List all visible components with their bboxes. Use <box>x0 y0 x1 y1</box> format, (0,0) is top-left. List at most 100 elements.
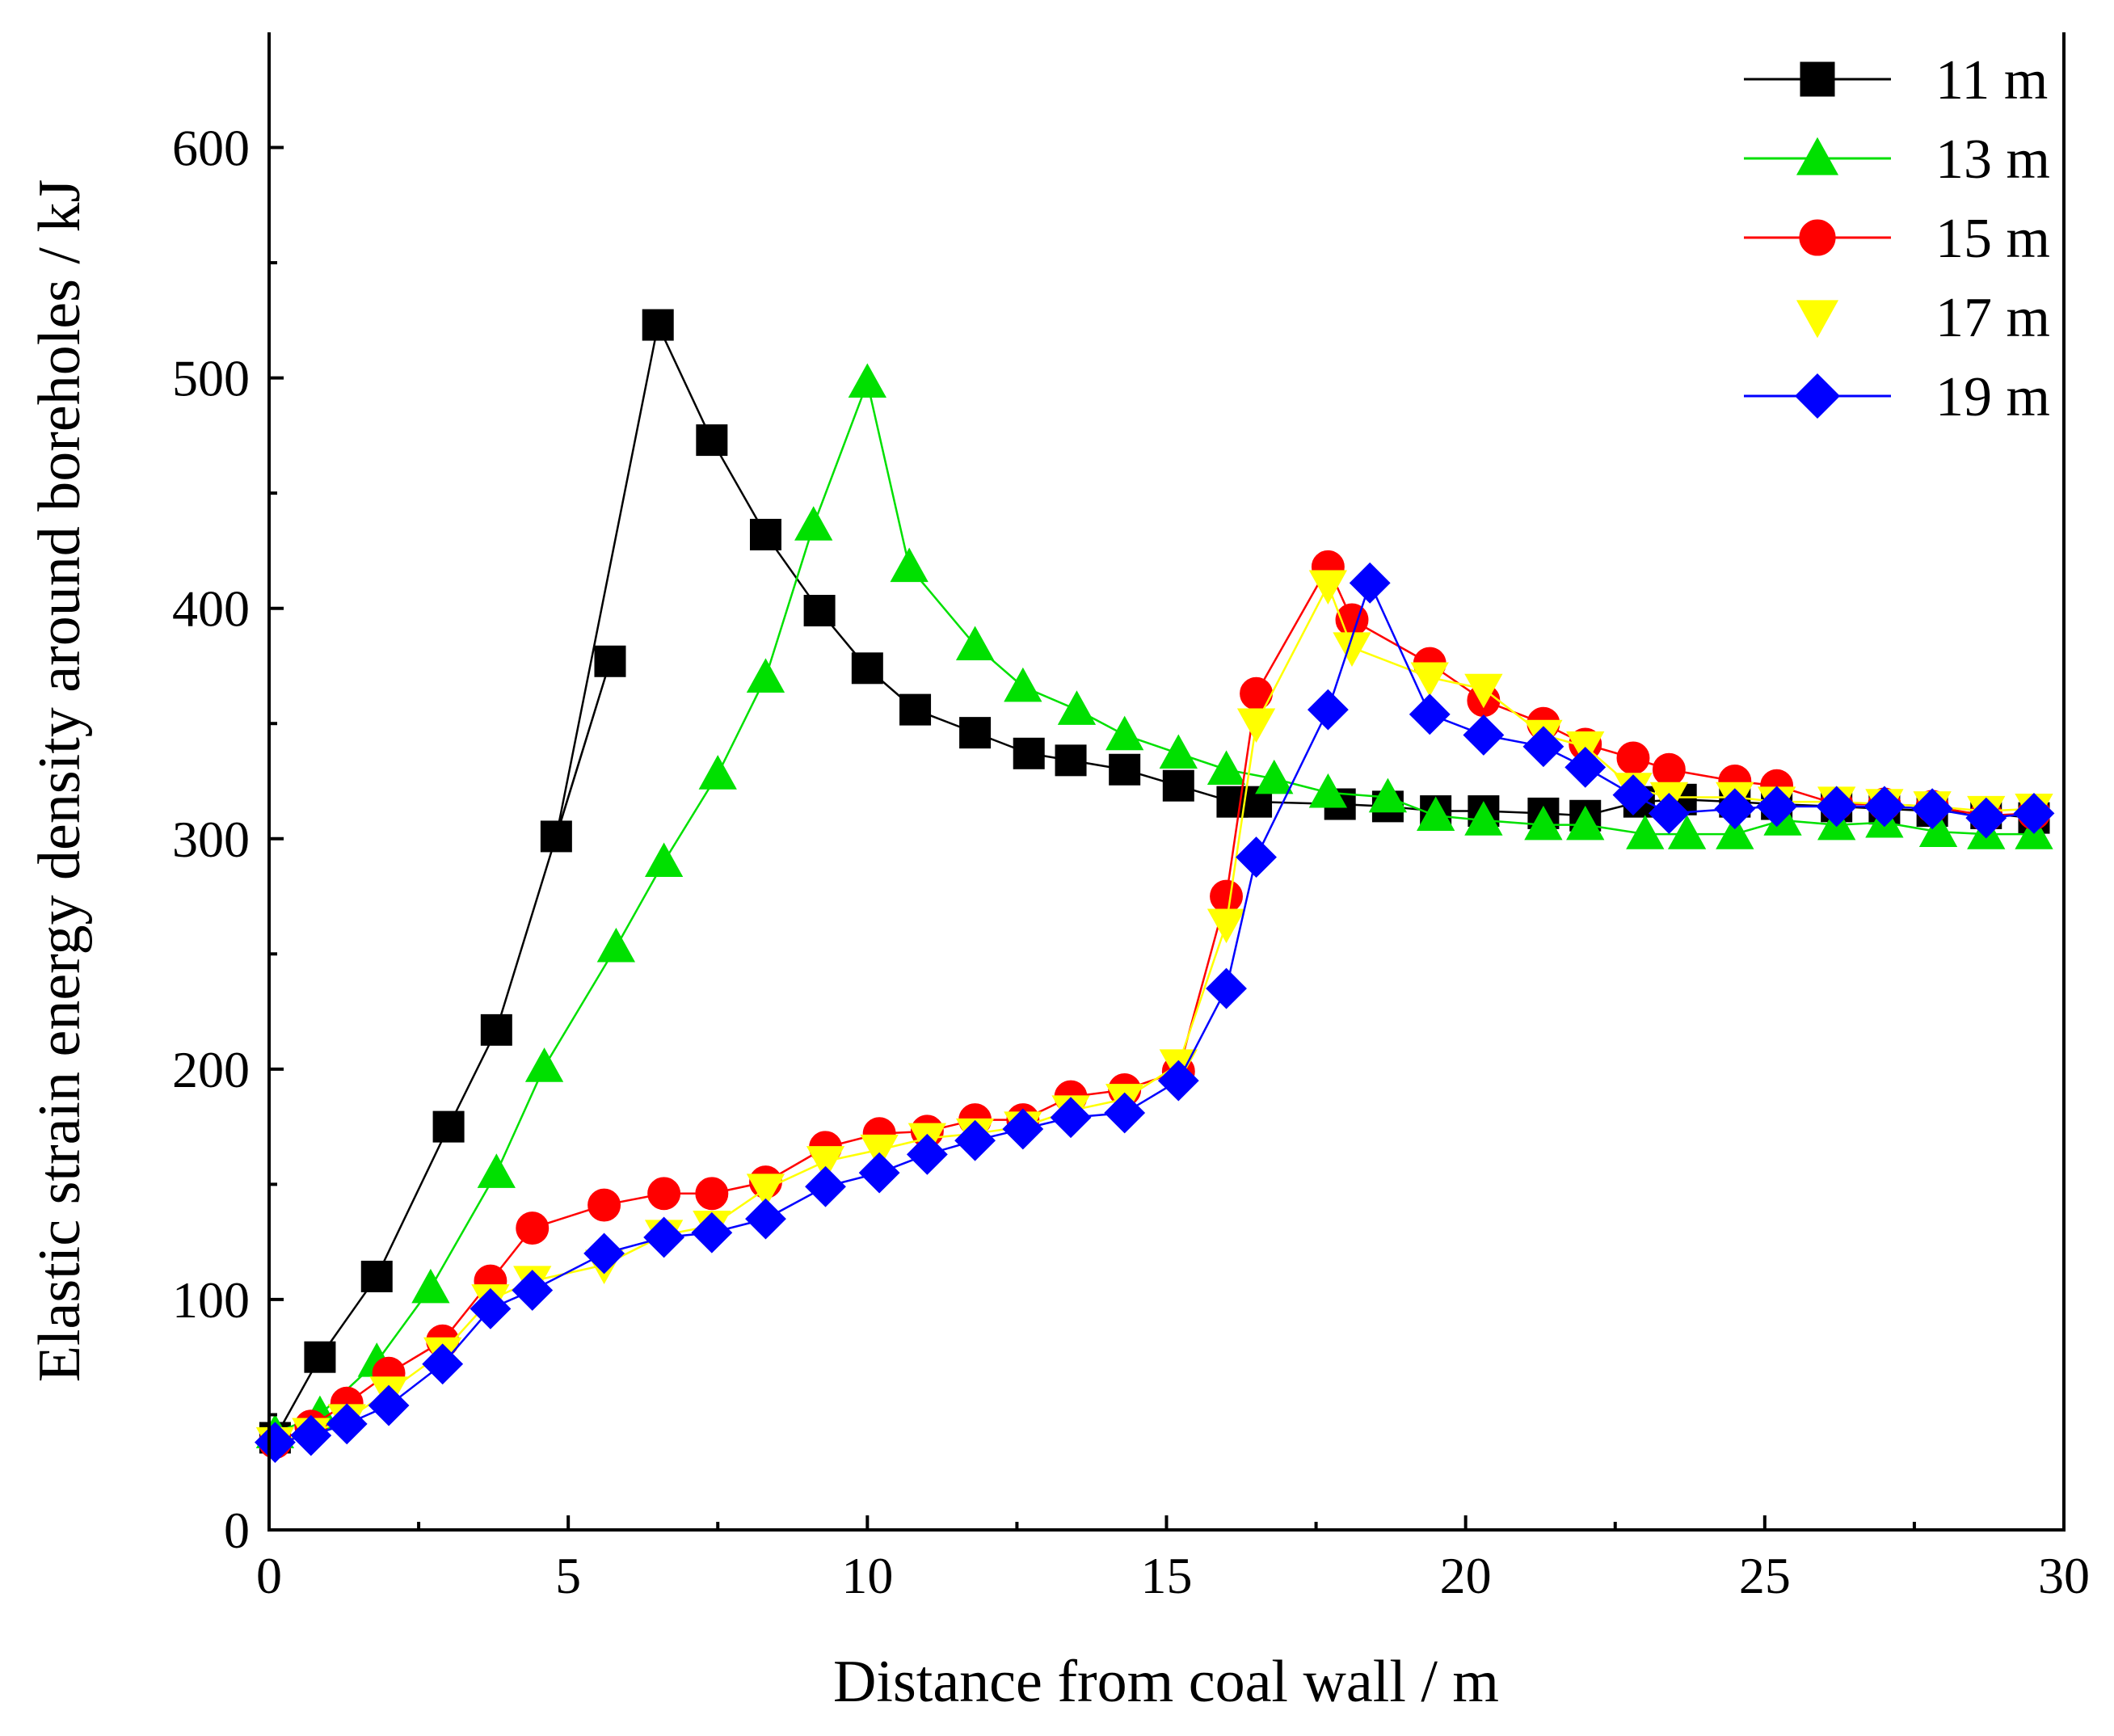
data-point <box>1911 788 1953 830</box>
data-point <box>583 1232 625 1275</box>
data-point <box>1206 967 1247 1009</box>
data-point <box>1464 673 1503 709</box>
legend-item: 17 m <box>1796 287 2050 349</box>
data-point <box>432 1110 465 1143</box>
data-point <box>1464 801 1503 836</box>
data-point <box>1522 726 1564 768</box>
data-point <box>1564 746 1607 788</box>
data-point <box>955 626 995 661</box>
series-13-m <box>255 363 2053 1449</box>
y-tick-label: 500 <box>172 350 250 407</box>
data-point <box>1714 788 1756 830</box>
data-point <box>1308 570 1348 605</box>
data-point <box>858 1152 900 1194</box>
data-point <box>1463 714 1505 756</box>
series-line <box>275 583 2035 1443</box>
series-17-m <box>255 570 2053 1462</box>
data-point <box>1109 753 1141 786</box>
data-point <box>848 363 886 398</box>
data-point <box>851 652 883 685</box>
data-point <box>1050 1097 1092 1139</box>
data-point <box>477 1153 516 1188</box>
data-point <box>304 1341 336 1373</box>
y-tick-label: 400 <box>172 580 250 638</box>
legend-label: 13 m <box>1935 129 2050 191</box>
series-15-m <box>258 550 2051 1460</box>
data-point <box>411 1268 450 1304</box>
data-point <box>254 1422 296 1464</box>
data-point <box>860 1134 899 1169</box>
data-point <box>794 506 833 541</box>
data-point <box>1333 632 1371 667</box>
series-line <box>274 564 2035 1443</box>
data-point <box>1417 796 1455 832</box>
data-point <box>1308 773 1348 808</box>
data-point <box>1210 879 1243 913</box>
data-point <box>1667 815 1707 849</box>
x-tick-label: 5 <box>555 1547 581 1604</box>
data-point <box>1756 786 1798 828</box>
data-point <box>516 1211 550 1245</box>
data-point <box>540 820 572 853</box>
data-point <box>1349 562 1391 604</box>
data-point <box>805 1165 846 1207</box>
legend-label: 15 m <box>1935 208 2050 270</box>
legend-item: 15 m <box>1744 208 2050 270</box>
data-point <box>360 1260 393 1292</box>
y-tick-label: 200 <box>172 1041 250 1098</box>
data-point <box>806 1146 845 1181</box>
data-point <box>1157 1060 1199 1102</box>
data-point <box>1255 759 1294 794</box>
data-point <box>1105 715 1144 751</box>
data-point <box>746 1173 785 1208</box>
data-point <box>1055 744 1087 777</box>
data-point <box>698 755 737 790</box>
x-tick-label: 0 <box>256 1547 282 1604</box>
data-point <box>1616 741 1650 775</box>
data-point <box>524 1047 564 1082</box>
data-point <box>643 1216 685 1258</box>
data-point <box>644 842 684 878</box>
legend-item: 19 m <box>1744 366 2050 428</box>
data-point <box>1816 786 1858 828</box>
data-point <box>480 1013 512 1046</box>
y-tick-label: 600 <box>172 120 250 177</box>
data-point <box>596 927 636 963</box>
data-point <box>1057 690 1097 725</box>
x-axis-ticks: 0 5 10 15 20 25 30 <box>256 1515 2090 1604</box>
data-point <box>1236 836 1277 878</box>
data-point <box>2013 793 2055 834</box>
data-point <box>906 1133 948 1175</box>
data-point <box>1013 737 1045 769</box>
data-point <box>594 645 626 677</box>
data-point <box>803 595 836 627</box>
data-point <box>1918 812 1958 847</box>
data-point <box>1236 708 1276 744</box>
data-point <box>1206 750 1246 785</box>
data-point <box>1716 815 1754 849</box>
x-tick-label: 15 <box>1141 1547 1193 1604</box>
data-point <box>1648 793 1690 834</box>
data-point <box>899 693 932 726</box>
legend-marker <box>1800 61 1835 97</box>
legend-label: 19 m <box>1935 366 2050 428</box>
x-tick-label: 10 <box>841 1547 893 1604</box>
data-point <box>1206 908 1246 944</box>
data-point <box>1002 1108 1044 1150</box>
data-point <box>695 1177 729 1211</box>
x-tick-label: 30 <box>2038 1547 2090 1604</box>
x-tick-label: 25 <box>1739 1547 1791 1604</box>
data-point <box>1652 752 1686 786</box>
data-point <box>749 518 781 550</box>
data-point <box>696 424 728 457</box>
legend-item: 11 m <box>1744 49 2048 112</box>
data-point <box>1004 667 1042 702</box>
data-point <box>1159 734 1198 769</box>
data-point <box>368 1384 410 1426</box>
data-point <box>512 1270 554 1311</box>
data-point <box>422 1343 464 1385</box>
data-point <box>1240 676 1274 710</box>
legend-marker <box>1794 373 1841 419</box>
